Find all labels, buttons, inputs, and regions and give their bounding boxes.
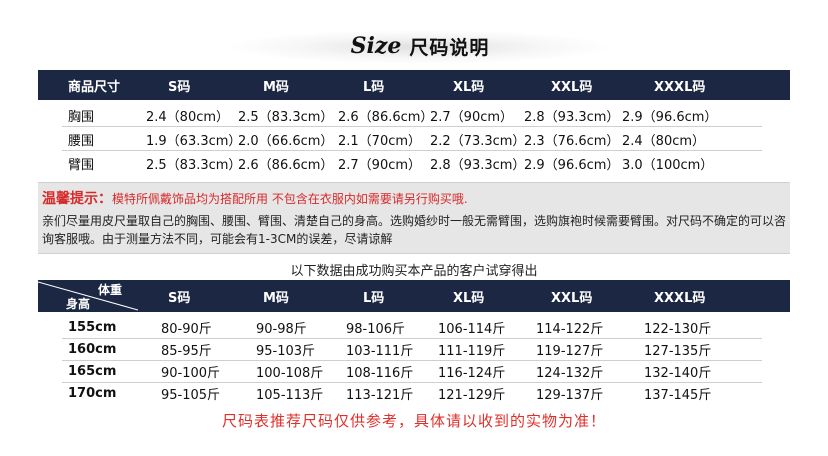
weight-cell: 85-95斤 xyxy=(161,343,212,359)
size-cell: 2.8（93.3cm） xyxy=(430,157,526,173)
weight-cell: 132-140斤 xyxy=(644,365,712,381)
size-header-cell: M码 xyxy=(263,79,289,95)
size-cell: 2.7（90cm） xyxy=(430,109,514,125)
row-divider xyxy=(62,360,762,361)
table-row: 170cm 95-105斤 105-113斤 113-121斤 121-129斤… xyxy=(38,383,790,403)
size-cell: 1.9（63.3cm） xyxy=(146,133,242,149)
footer-note: 尺码表推荐尺码仅供参考，具体请以收到的实物为准！ xyxy=(221,412,606,430)
notice-box: 温馨提示：模特所佩戴饰品均为搭配所用 不包含在衣服内如需要请另行购买哦. 亲们尽… xyxy=(38,182,790,254)
table-row: 165cm 90-100斤 100-108斤 108-116斤 116-124斤… xyxy=(38,361,790,381)
row-divider xyxy=(62,382,762,383)
weight-cell: 122-130斤 xyxy=(644,321,712,337)
size-cell: 2.5（83.3cm） xyxy=(238,109,334,125)
size-cell: 2.4（80cm） xyxy=(146,109,230,125)
size-cell: 2.8（93.3cm） xyxy=(524,109,620,125)
weight-cell: 121-129斤 xyxy=(438,387,506,403)
corner-label-weight: 体重 xyxy=(98,283,123,297)
diagonal-divider xyxy=(38,281,138,311)
customer-header-cell: M码 xyxy=(263,290,289,306)
weight-cell: 114-122斤 xyxy=(536,321,604,337)
size-cell: 2.2（73.3cm） xyxy=(430,133,526,149)
size-cell: 2.5（83.3cm） xyxy=(146,157,242,173)
customer-header-cell: XXL码 xyxy=(551,290,593,306)
weight-cell: 105-113斤 xyxy=(256,387,324,403)
weight-cell: 129-137斤 xyxy=(536,387,604,403)
corner-label-height: 身高 xyxy=(66,297,91,311)
height-cell: 170cm xyxy=(68,385,117,401)
size-cell: 2.3（76.6cm） xyxy=(524,133,620,149)
height-cell: 165cm xyxy=(68,363,117,379)
notice-text-1: 模特所佩戴饰品均为搭配所用 不包含在衣服内如需要请另行购买哦. xyxy=(112,192,468,206)
weight-cell: 95-103斤 xyxy=(256,343,316,359)
size-cell: 2.6（86.6cm） xyxy=(238,157,334,173)
customer-table: 体重 身高 S码 M码 L码 XL码 XXL码 XXXL码 155cm 80-9… xyxy=(38,280,790,404)
customer-header-cell: S码 xyxy=(168,290,191,306)
table-row: 160cm 85-95斤 95-103斤 103-111斤 111-119斤 1… xyxy=(38,339,790,359)
weight-cell: 100-108斤 xyxy=(256,365,324,381)
size-cell: 2.0（66.6cm） xyxy=(238,133,334,149)
notice-line-1: 温馨提示：模特所佩戴饰品均为搭配所用 不包含在衣服内如需要请另行购买哦. xyxy=(42,190,468,208)
weight-cell: 111-119斤 xyxy=(438,343,506,359)
customer-header-cell: L码 xyxy=(363,290,385,306)
weight-cell: 113-121斤 xyxy=(346,387,414,403)
size-cell: 2.4（80cm） xyxy=(622,133,706,149)
customer-caption: 以下数据由成功购买本产品的客户试穿得出 xyxy=(290,264,538,279)
weight-cell: 103-111斤 xyxy=(346,343,414,359)
size-header-cell: S码 xyxy=(168,79,191,95)
page-title: Size 尺码说明 xyxy=(230,22,610,70)
title-glow xyxy=(230,30,610,64)
weight-cell: 124-132斤 xyxy=(536,365,604,381)
size-cell: 2.9（96.6cm） xyxy=(622,109,718,125)
title-cn: 尺码说明 xyxy=(409,36,490,59)
row-label: 胸围 xyxy=(68,109,95,125)
weight-cell: 137-145斤 xyxy=(644,387,712,403)
customer-header-cell: XXXL码 xyxy=(654,290,706,306)
title-en: Size xyxy=(350,33,402,59)
customer-table-header: 体重 身高 S码 M码 L码 XL码 XXL码 XXXL码 xyxy=(38,280,790,312)
size-cell: 2.6（86.6cm） xyxy=(338,109,434,125)
size-header-cell: L码 xyxy=(363,79,385,95)
customer-header-cell: XL码 xyxy=(453,290,485,306)
table-row: 臂围 2.5（83.3cm） 2.6（86.6cm） 2.7（90cm） 2.8… xyxy=(38,153,790,173)
row-label: 腰围 xyxy=(68,133,95,149)
notice-label: 温馨提示： xyxy=(42,191,112,207)
notice-text-2: 亲们尽量用皮尺量取自己的胸围、腰围、臂围、清楚自己的身高。选购婚纱时一般无需臂围… xyxy=(42,214,787,246)
size-cell: 2.9（96.6cm） xyxy=(524,157,620,173)
size-cell: 2.7（90cm） xyxy=(338,157,422,173)
size-header-cell: 商品尺寸 xyxy=(68,79,121,95)
size-header-cell: XXXL码 xyxy=(654,79,706,95)
row-divider xyxy=(62,150,762,151)
weight-cell: 119-127斤 xyxy=(536,343,604,359)
size-header-cell: XXL码 xyxy=(551,79,593,95)
table-row: 腰围 1.9（63.3cm） 2.0（66.6cm） 2.1（70cm） 2.2… xyxy=(38,129,790,149)
weight-cell: 90-98斤 xyxy=(256,321,307,337)
size-cell: 3.0（100cm） xyxy=(622,157,714,173)
size-table: 商品尺寸 S码 M码 L码 XL码 XXL码 XXXL码 胸围 2.4（80cm… xyxy=(38,70,790,176)
row-divider xyxy=(62,126,762,127)
weight-cell: 108-116斤 xyxy=(346,365,414,381)
weight-cell: 98-106斤 xyxy=(346,321,406,337)
weight-cell: 90-100斤 xyxy=(161,365,221,381)
weight-cell: 127-135斤 xyxy=(644,343,712,359)
table-row: 胸围 2.4（80cm） 2.5（83.3cm） 2.6（86.6cm） 2.7… xyxy=(38,105,790,125)
size-cell: 2.1（70cm） xyxy=(338,133,422,149)
height-cell: 155cm xyxy=(68,319,117,335)
row-divider xyxy=(62,338,762,339)
height-cell: 160cm xyxy=(68,341,117,357)
weight-cell: 80-90斤 xyxy=(161,321,212,337)
size-table-header: 商品尺寸 S码 M码 L码 XL码 XXL码 XXXL码 xyxy=(38,70,790,100)
row-label: 臂围 xyxy=(68,157,95,173)
weight-cell: 95-105斤 xyxy=(161,387,221,403)
size-header-cell: XL码 xyxy=(453,79,485,95)
table-row: 155cm 80-90斤 90-98斤 98-106斤 106-114斤 114… xyxy=(38,317,790,337)
weight-cell: 116-124斤 xyxy=(438,365,506,381)
weight-cell: 106-114斤 xyxy=(438,321,506,337)
